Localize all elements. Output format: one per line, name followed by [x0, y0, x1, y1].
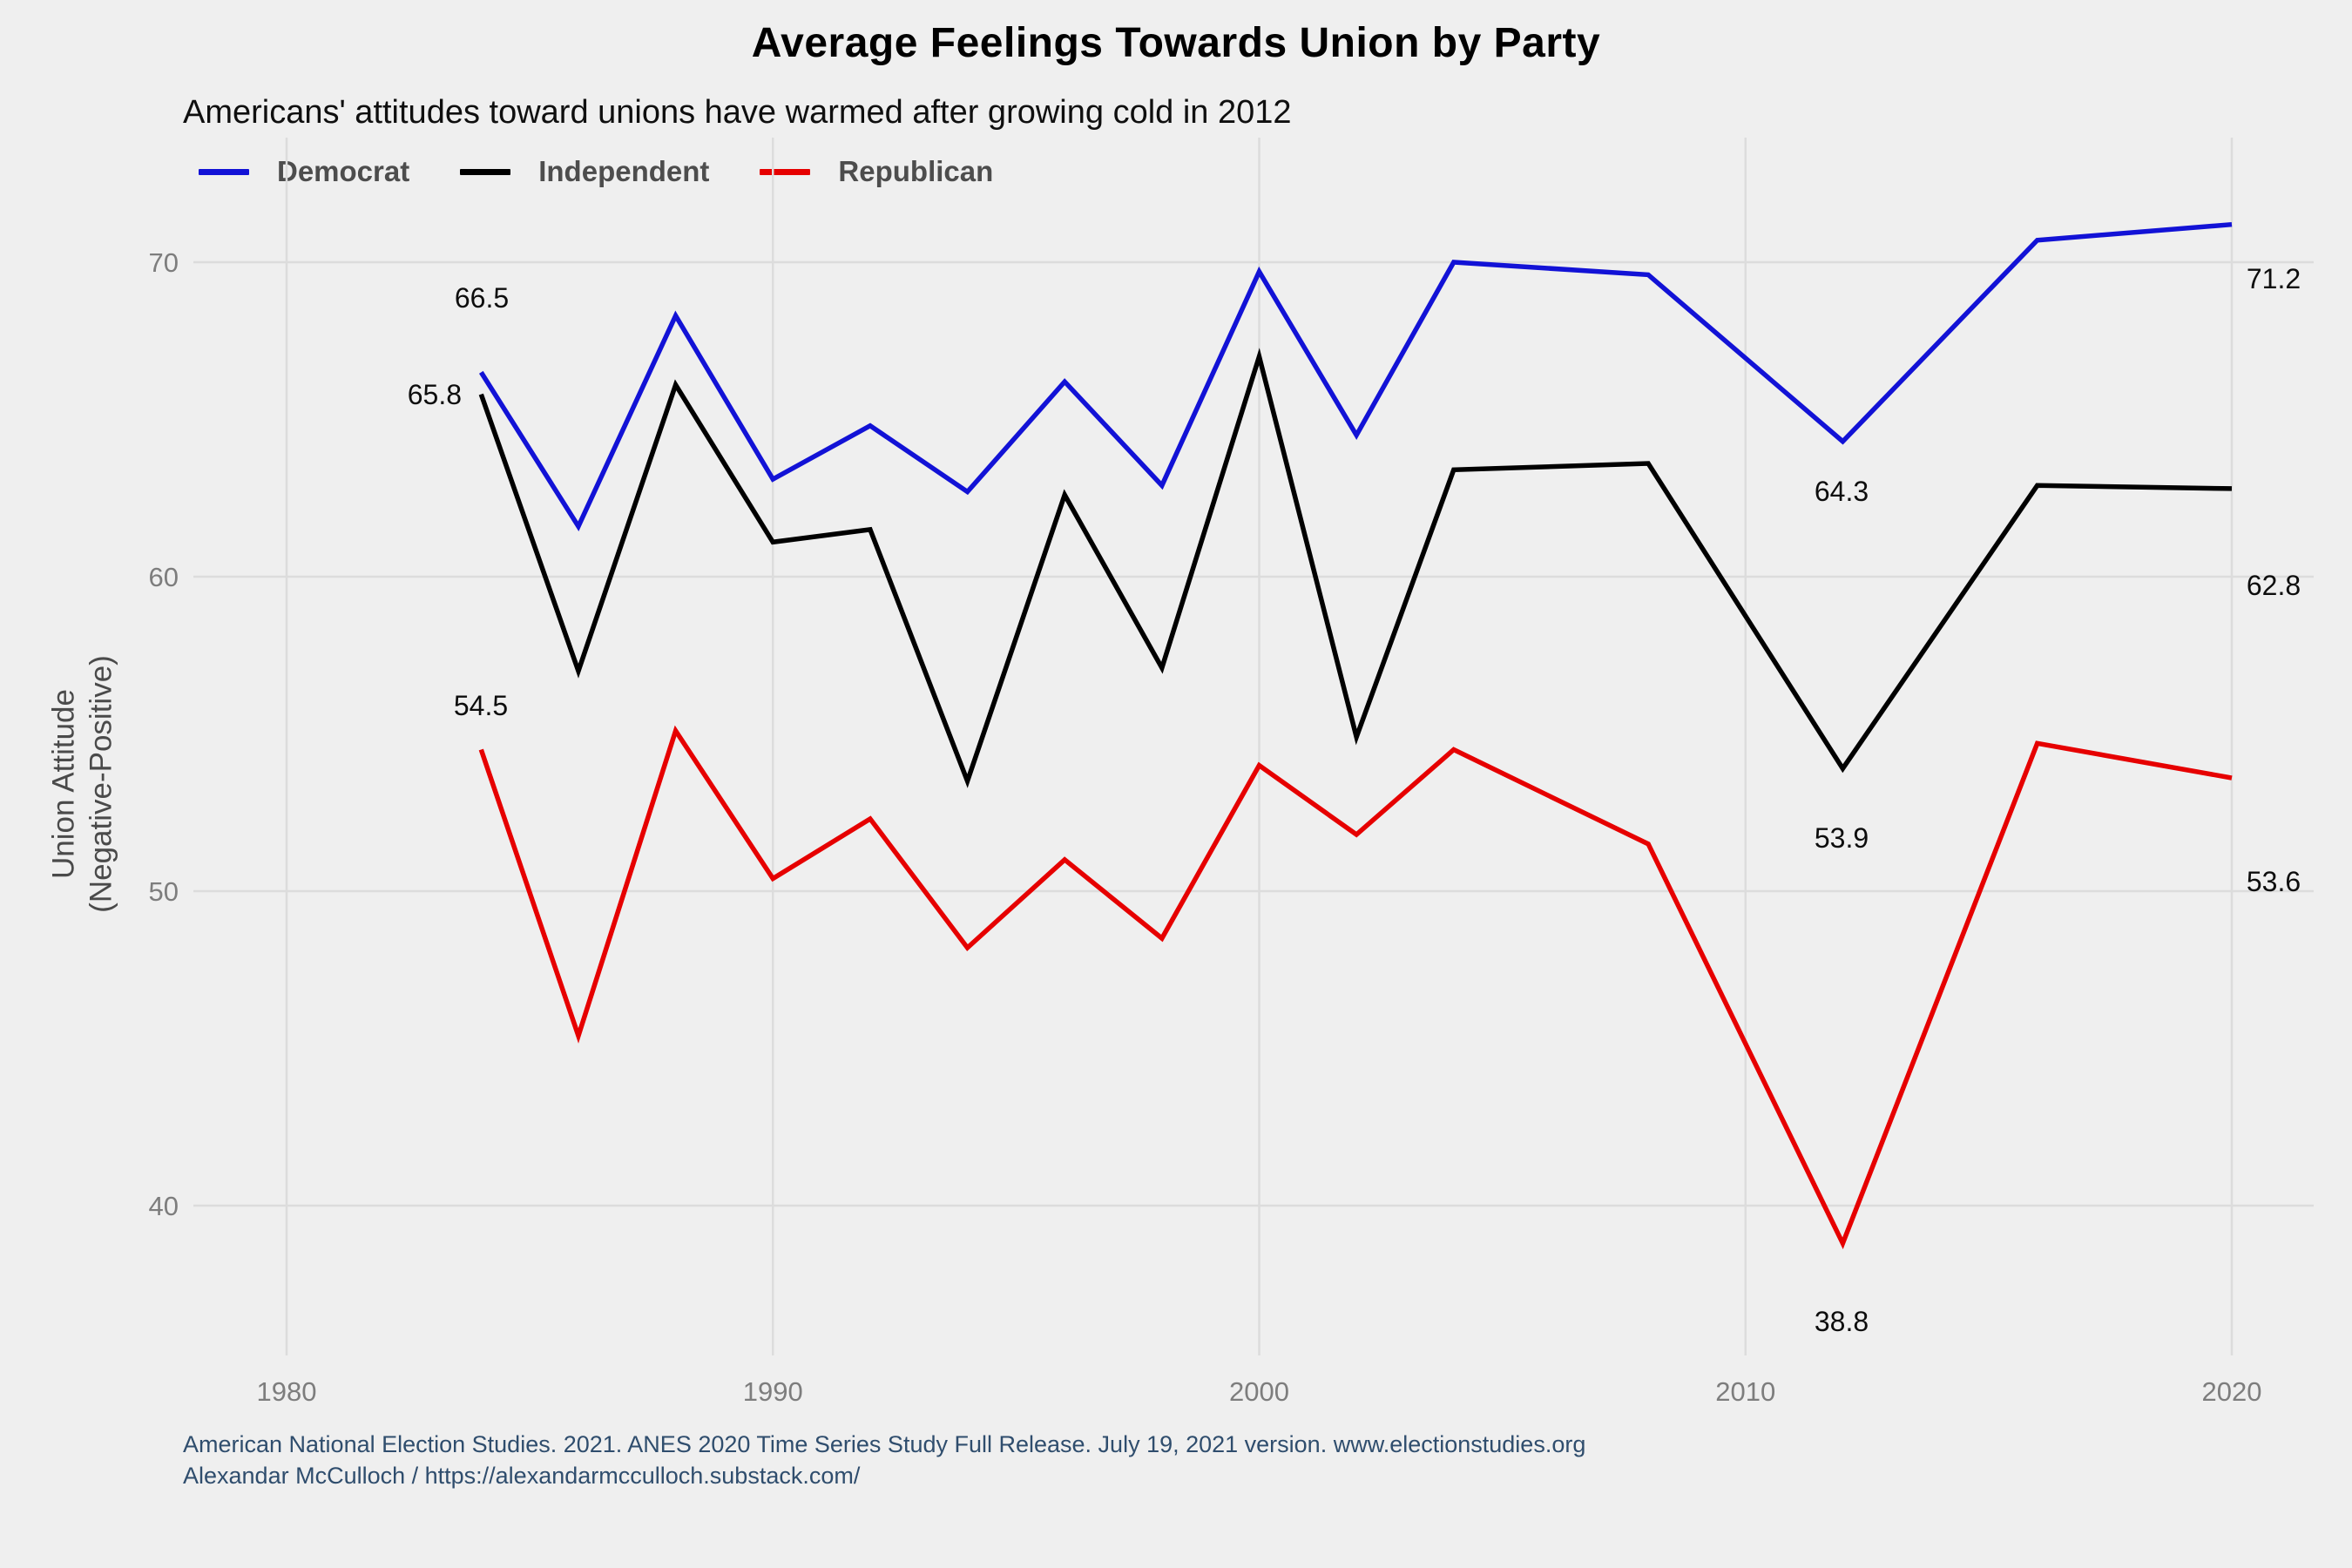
legend-item-independent: Independent: [460, 155, 709, 188]
legend-label: Democrat: [277, 155, 410, 187]
page-subtitle: Americans' attitudes toward unions have …: [183, 94, 1292, 131]
point-label-53.9: 53.9: [1815, 822, 1869, 854]
y-tick-label: 70: [149, 247, 179, 278]
axis-tick-labels: 70 60 50 40 1980 1990 2000 2010 2020: [149, 247, 2262, 1407]
point-label-66.5: 66.5: [455, 282, 509, 314]
x-tick-label: 2020: [2202, 1376, 2262, 1407]
point-label-71.2: 71.2: [2247, 263, 2301, 294]
legend-item-republican: Republican: [760, 155, 993, 188]
y-tick-label: 40: [149, 1191, 179, 1221]
point-label-53.6: 53.6: [2247, 866, 2301, 897]
gridlines: [193, 138, 2314, 1355]
point-label-38.8: 38.8: [1815, 1306, 1869, 1337]
x-tick-label: 1990: [743, 1376, 803, 1407]
legend-label: Republican: [838, 155, 994, 187]
x-tick-label: 2000: [1229, 1376, 1289, 1407]
democrat-line-swatch: [199, 168, 249, 175]
y-tick-label: 50: [149, 876, 179, 907]
series-lines: [478, 221, 2233, 1250]
point-label-64.3: 64.3: [1815, 476, 1869, 507]
chart-legend: Democrat Independent Republican: [199, 155, 993, 188]
source-caption: American National Election Studies. 2021…: [183, 1429, 1585, 1492]
point-label-54.5: 54.5: [454, 690, 508, 721]
x-tick-label: 1980: [257, 1376, 317, 1407]
line-democrat: [478, 221, 2233, 531]
point-label-65.8: 65.8: [408, 379, 462, 410]
point-label-62.8: 62.8: [2247, 570, 2301, 601]
point-labels: 66.5 65.8 54.5 64.3 53.9 38.8 71.2 62.8 53.6: [408, 263, 2301, 1337]
legend-label: Independent: [538, 155, 710, 187]
caption-line-1: American National Election Studies. 2021…: [183, 1431, 1586, 1457]
line-independent: [478, 348, 2233, 788]
y-tick-label: 60: [149, 562, 179, 592]
line-republican: [478, 725, 2233, 1250]
legend-item-democrat: Democrat: [199, 155, 409, 188]
x-tick-label: 2010: [1715, 1376, 1775, 1407]
page-title: Average Feelings Towards Union by Party: [751, 20, 1601, 66]
caption-line-2: Alexandar McCulloch / https://alexandarm…: [183, 1463, 861, 1490]
republican-line-swatch: [760, 168, 811, 175]
independent-line-swatch: [460, 168, 511, 175]
